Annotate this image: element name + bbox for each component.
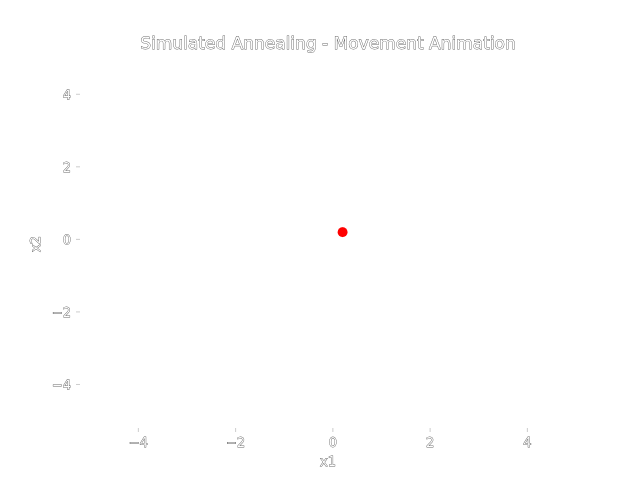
data-points — [337, 227, 348, 238]
y-axis-ticks: 4 2 0 −2 −4 — [51, 88, 80, 394]
current-position-point — [337, 227, 348, 238]
x-tick-label: 2 — [426, 436, 434, 451]
y-tick-label: 2 — [63, 161, 71, 176]
x-tick-label: −2 — [226, 436, 245, 451]
y-axis-label: x2 — [29, 236, 44, 252]
y-tick-label: −4 — [52, 378, 71, 393]
chart-title: Simulated Annealing - Movement Animation — [140, 34, 515, 54]
x-tick-label: 0 — [329, 436, 337, 451]
y-tick-label: 4 — [63, 88, 71, 103]
x-tick-label: 4 — [523, 436, 531, 451]
y-tick-label: −2 — [52, 306, 71, 321]
x-tick-label: −4 — [129, 436, 148, 451]
x-axis-ticks: −4 −2 0 2 4 — [128, 428, 532, 451]
y-tick-label: 0 — [63, 233, 71, 248]
x-axis-label: x1 — [320, 455, 336, 470]
